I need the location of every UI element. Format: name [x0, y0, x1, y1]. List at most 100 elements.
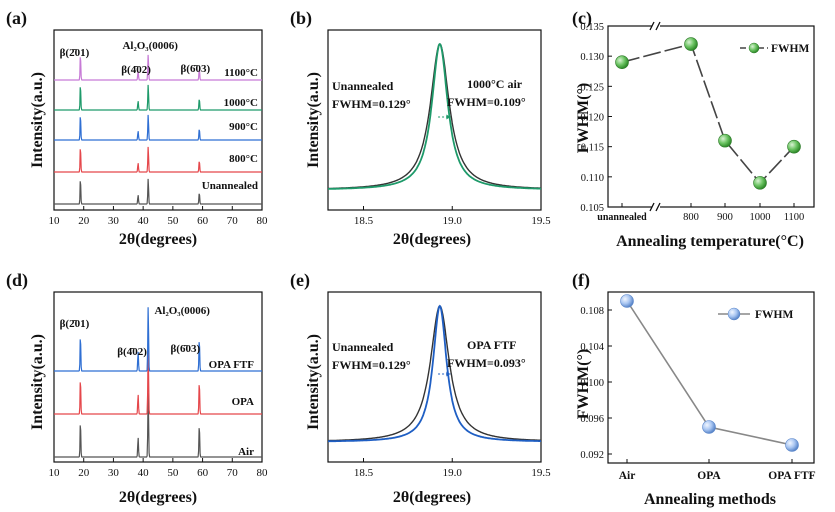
- panel-a-series-label: 900°C: [229, 121, 258, 133]
- panel-d-xtick-label: 20: [78, 467, 90, 479]
- panel-f-data-point: [702, 420, 716, 434]
- panel-a-plot-frame: [53, 29, 263, 211]
- panel-e-fwhm-arrowhead: [446, 371, 451, 377]
- panel-c-axis-break-mark: [649, 202, 655, 212]
- panel-a-peak-label: β(2̄01): [60, 47, 90, 59]
- panel-d-peak-label: β(2̄01): [60, 318, 90, 330]
- panel-b-annotation: 1000°C air: [467, 77, 523, 91]
- panel-c-series-line: [621, 43, 795, 185]
- panel-c-axis-break-mark: [649, 21, 655, 31]
- panel-a-pattern-line: [54, 54, 262, 81]
- panel-d-pattern-line: [54, 393, 262, 458]
- panel-f-data-point: [620, 294, 634, 308]
- panel-e-xtick-label: 19.0: [443, 467, 463, 479]
- panel-a-series-label: 1000°C: [224, 97, 258, 109]
- panel-f-letter: (f): [572, 270, 590, 291]
- panel-e-ylabel: Intensity(a.u.): [305, 334, 322, 430]
- panel-e-annotation: OPA FTF: [467, 338, 516, 352]
- panel-b-fwhm-arrowhead: [446, 114, 451, 120]
- panel-a-xlabel: 2θ(degrees): [119, 231, 197, 248]
- panel-a-xtick-label: 80: [257, 215, 269, 227]
- panel-d-xtick-label: 40: [138, 467, 150, 479]
- panel-b-curve: [328, 42, 541, 190]
- panel-f-xlabel: Annealing methods: [644, 491, 776, 508]
- panel-a-pattern-line: [54, 84, 262, 111]
- panel-e-annotation: Unannealed: [332, 340, 394, 354]
- panel-c-ytick-label: 0.115: [581, 143, 604, 154]
- panel-d-xtick-label: 80: [257, 467, 269, 479]
- panel-a-series-label: Unannealed: [202, 180, 258, 192]
- panel-b-letter: (b): [290, 8, 312, 29]
- panel-d-letter: (d): [6, 270, 28, 291]
- panel-b-annotation: FWHM=0.129°: [332, 97, 411, 111]
- panel-e-xtick-label: 18.5: [354, 467, 374, 479]
- panel-f-ytick-label: 0.096: [580, 414, 604, 425]
- panel-f-xtick-label: OPA: [697, 470, 721, 482]
- panel-d-series-label: Air: [238, 446, 254, 458]
- panel-f-xtick-label: Air: [619, 470, 636, 482]
- panel-a-xtick-label: 60: [197, 215, 209, 227]
- panel-a-peak-label: Al₂O₃(0006): [122, 40, 178, 52]
- panel-e-annotation: FWHM=0.129°: [332, 358, 411, 372]
- panel-a-pattern-line: [54, 146, 262, 173]
- panel-f-ytick-label: 0.092: [580, 450, 604, 461]
- panel-f-legend-marker: [727, 307, 741, 321]
- panel-c-data-point: [718, 133, 732, 148]
- panel-e-curve: [328, 305, 541, 442]
- panel-d-xtick-label: 70: [227, 467, 239, 479]
- panel-a-xtick-label: 30: [108, 215, 120, 227]
- panel-a-peak-label: β(4̄02): [121, 64, 151, 76]
- panel-b-annotation: Unannealed: [332, 79, 394, 93]
- panel-c-xtick-label: 900: [717, 212, 733, 223]
- panel-f-plot-frame: [607, 291, 815, 464]
- panel-b-ylabel: Intensity(a.u.): [305, 72, 322, 168]
- panel-f-ytick-label: 0.108: [580, 306, 604, 317]
- panel-b-curve: [328, 43, 542, 190]
- panel-c-xtick-label: 1000: [750, 212, 771, 223]
- panel-b-plot-frame: [327, 29, 542, 211]
- panel-f-xtick-label: OPA FTF: [768, 470, 815, 482]
- panel-c-ytick-label: 0.110: [581, 173, 604, 184]
- panel-a-xtick-label: 20: [78, 215, 90, 227]
- panel-f-ytick-label: 0.100: [580, 378, 604, 389]
- panel-c-axis-break-mark: [655, 21, 661, 31]
- panel-c-data-point: [684, 37, 698, 51]
- panel-c-axis-break-mark: [655, 202, 661, 212]
- panel-d-peak-label: Al₂O₃(0006): [154, 305, 210, 317]
- panel-c-data-point: [615, 55, 629, 70]
- panel-e-xtick-label: 19.5: [531, 467, 551, 479]
- panel-a-letter: (a): [6, 8, 27, 29]
- panel-a-xtick-label: 40: [138, 215, 150, 227]
- panel-d-xtick-label: 50: [167, 467, 179, 479]
- panel-f-legend-label: FWHM: [755, 309, 793, 321]
- panel-d-peak-label: β(6̄03): [170, 343, 200, 355]
- panel-a-pattern-line: [54, 114, 262, 141]
- panel-f-ytick-label: 0.104: [580, 342, 604, 353]
- panel-e-annotation: FWHM=0.093°: [447, 356, 526, 370]
- panel-a-peak-label: β(6̄03): [180, 63, 210, 75]
- panel-a-series-label: 1100°C: [224, 67, 258, 79]
- panel-b-xtick-label: 18.5: [354, 215, 374, 227]
- panel-c-ytick-label: 0.120: [580, 113, 604, 124]
- panel-c-legend-label: FWHM: [771, 43, 809, 55]
- panel-c-xtick-label: unannealed: [597, 212, 647, 223]
- panel-c-ytick-label: 0.130: [580, 52, 604, 63]
- panel-b-annotation: FWHM=0.109°: [447, 95, 526, 109]
- panel-d-series-label: OPA: [232, 396, 254, 408]
- panel-f-data-point: [785, 438, 799, 452]
- panel-b-xtick-label: 19.0: [443, 215, 463, 227]
- panel-c-legend-marker: [748, 42, 760, 54]
- panel-e-plot-frame: [327, 291, 542, 463]
- panel-d-ylabel: Intensity(a.u.): [29, 334, 46, 430]
- panel-c-data-point: [787, 139, 801, 154]
- panel-f-ylabel: FWHM(°): [575, 349, 592, 419]
- panel-c-ylabel: FWHM(°): [575, 83, 592, 153]
- panel-d-series-label: OPA FTF: [209, 359, 255, 371]
- panel-c-xlabel: Annealing temperature(°C): [616, 233, 804, 250]
- panel-b-xtick-label: 19.5: [531, 215, 551, 227]
- panel-c-ytick-label: 0.125: [580, 82, 604, 93]
- panel-d-pattern-line: [54, 350, 262, 415]
- panel-a-xtick-label: 70: [227, 215, 239, 227]
- panel-a-pattern-line: [54, 178, 262, 205]
- panel-e-curve: [328, 304, 541, 443]
